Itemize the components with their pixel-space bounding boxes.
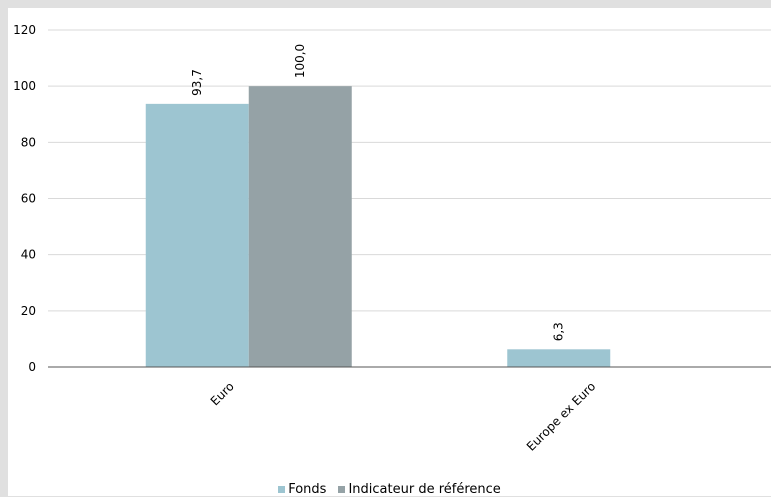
legend-item-fonds: Fonds <box>278 482 326 497</box>
chart-legend: Fonds Indicateur de référence <box>8 482 771 497</box>
bar-fonds-1 <box>507 349 611 367</box>
y-tick-label: 80 <box>21 135 36 149</box>
chart-frame: 0 20 40 60 80 100 120 93,7 100,0 Euro 6,3 Europe ex… <box>8 8 771 497</box>
y-tick-label: 60 <box>21 192 36 206</box>
y-tick-label: 0 <box>28 360 36 374</box>
legend-item-indicateur: Indicateur de référence <box>338 482 501 497</box>
y-tick-label: 40 <box>21 248 36 262</box>
y-tick-label: 100 <box>13 79 36 93</box>
legend-label-indicateur: Indicateur de référence <box>348 482 501 497</box>
y-tick-label: 20 <box>21 304 36 318</box>
x-tick-label: Europe ex Euro <box>524 379 598 453</box>
data-label: 100,0 <box>293 44 307 78</box>
legend-swatch-fonds <box>278 486 286 493</box>
legend-label-fonds: Fonds <box>288 482 327 497</box>
bar-fonds-0 <box>145 103 249 368</box>
bar-indicateur-0 <box>248 86 352 368</box>
legend-swatch-indicateur <box>338 486 346 493</box>
data-label: 6,3 <box>552 322 566 341</box>
bar-chart: 0 20 40 60 80 100 120 93,7 100,0 Euro 6,3 Europe ex… <box>13 23 771 454</box>
x-tick-label: Euro <box>208 379 237 408</box>
y-tick-label: 120 <box>13 23 36 37</box>
data-label: 93,7 <box>190 69 204 96</box>
